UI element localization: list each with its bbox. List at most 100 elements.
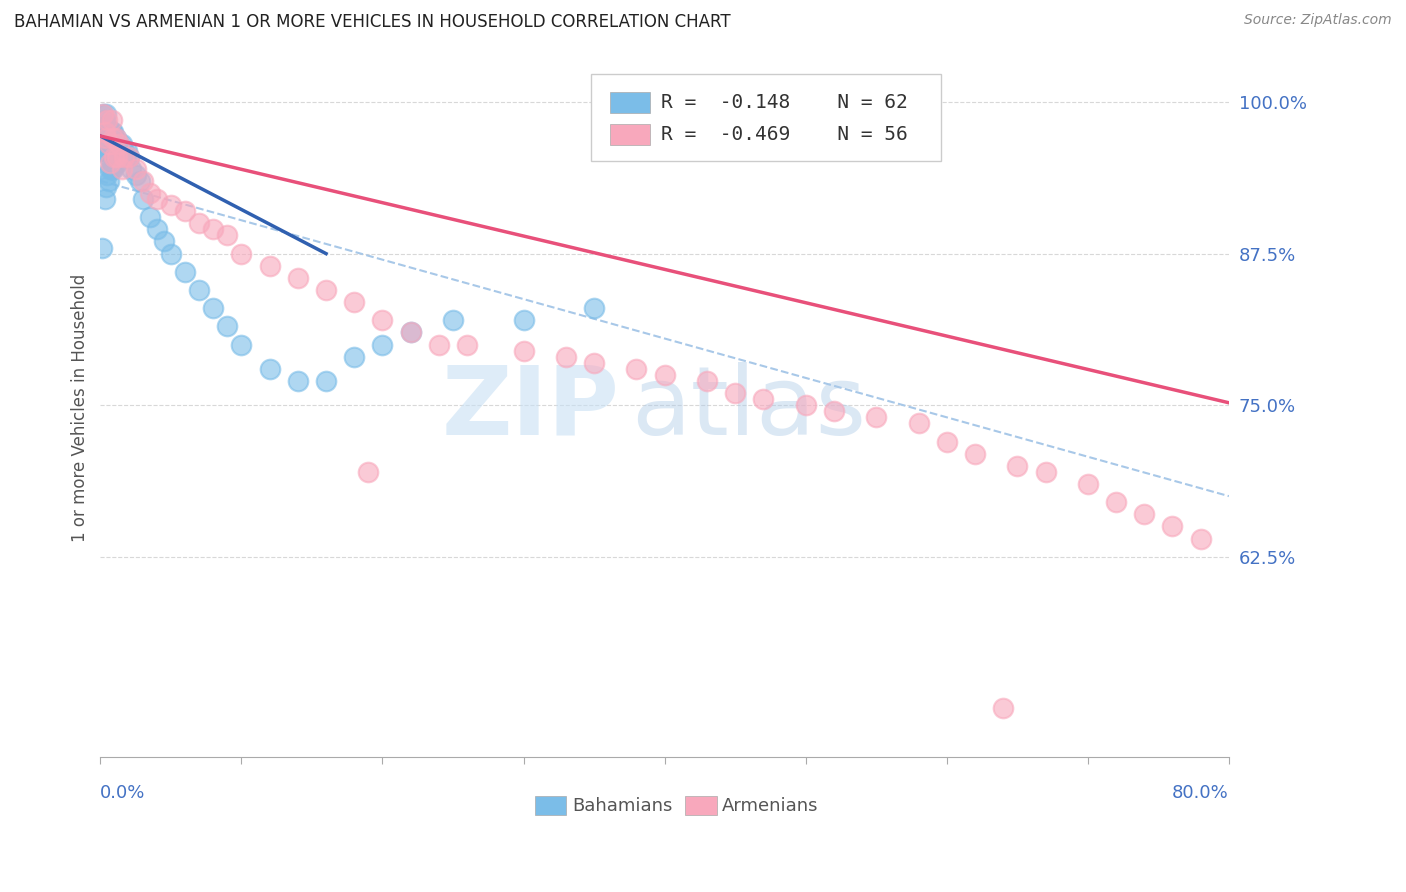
Point: [96, 137, 118, 152]
Point: [259, 259, 281, 273]
Text: ZIP: ZIP: [441, 362, 620, 455]
Point: [399, 326, 422, 340]
Point: [94, 137, 117, 152]
Point: [101, 125, 124, 139]
Point: [97, 137, 120, 152]
Point: [93, 144, 115, 158]
Point: [724, 386, 747, 401]
Point: [96, 168, 118, 182]
Bar: [534, 796, 567, 815]
Point: [138, 186, 160, 200]
Point: [105, 155, 128, 169]
Point: [108, 144, 131, 158]
Point: [231, 337, 253, 351]
Point: [823, 404, 845, 418]
Point: [117, 150, 139, 164]
Text: atlas: atlas: [631, 362, 866, 455]
Point: [94, 131, 117, 145]
Point: [124, 168, 146, 182]
Bar: [610, 125, 650, 145]
Point: [315, 283, 337, 297]
Text: BAHAMIAN VS ARMENIAN 1 OR MORE VEHICLES IN HOUSEHOLD CORRELATION CHART: BAHAMIAN VS ARMENIAN 1 OR MORE VEHICLES …: [14, 13, 731, 31]
Point: [993, 701, 1015, 715]
Point: [98, 161, 121, 176]
Point: [138, 211, 160, 225]
Point: [160, 198, 183, 212]
Point: [512, 313, 534, 327]
Point: [287, 374, 309, 388]
Point: [110, 150, 132, 164]
Point: [935, 434, 957, 449]
Point: [98, 144, 121, 158]
Point: [456, 337, 478, 351]
Point: [94, 107, 117, 121]
Point: [146, 222, 169, 236]
Point: [98, 125, 121, 139]
Point: [174, 265, 197, 279]
Point: [107, 137, 129, 152]
Point: [146, 192, 169, 206]
Point: [105, 150, 128, 164]
Point: [100, 144, 122, 158]
Point: [188, 216, 211, 230]
Point: [217, 319, 239, 334]
Point: [583, 301, 606, 316]
Bar: [610, 93, 650, 113]
Point: [441, 313, 464, 327]
Point: [100, 113, 122, 128]
Point: [315, 374, 337, 388]
Point: [174, 204, 197, 219]
Point: [117, 150, 139, 164]
Point: [1133, 508, 1156, 522]
Point: [104, 131, 127, 145]
Point: [512, 343, 534, 358]
Point: [101, 161, 124, 176]
Point: [103, 131, 125, 145]
Point: [1007, 458, 1029, 473]
Point: [696, 374, 718, 388]
Point: [93, 125, 115, 139]
Point: [1161, 519, 1184, 533]
Point: [100, 161, 122, 176]
Point: [97, 174, 120, 188]
Point: [287, 271, 309, 285]
Text: Bahamians: Bahamians: [572, 797, 672, 814]
Point: [131, 174, 153, 188]
Point: [93, 192, 115, 206]
Point: [91, 144, 114, 158]
Point: [103, 155, 125, 169]
Point: [110, 161, 132, 176]
Point: [371, 313, 394, 327]
Point: [112, 144, 135, 158]
Point: [865, 410, 887, 425]
Point: [111, 150, 134, 164]
Point: [259, 361, 281, 376]
Point: [654, 368, 676, 382]
Point: [107, 150, 129, 164]
Y-axis label: 1 or more Vehicles in Household: 1 or more Vehicles in Household: [72, 274, 89, 542]
Point: [357, 465, 380, 479]
Point: [343, 295, 366, 310]
Point: [626, 361, 648, 376]
Point: [94, 180, 117, 194]
Point: [554, 350, 576, 364]
Point: [91, 107, 114, 121]
Point: [100, 125, 122, 139]
Point: [97, 150, 120, 164]
Point: [794, 398, 817, 412]
Point: [115, 144, 138, 158]
Point: [153, 235, 176, 249]
Point: [124, 161, 146, 176]
Text: R =  -0.469    N = 56: R = -0.469 N = 56: [661, 125, 908, 144]
Text: Armenians: Armenians: [723, 797, 818, 814]
Point: [103, 150, 125, 164]
Point: [107, 137, 129, 152]
Point: [110, 137, 132, 152]
Point: [231, 246, 253, 260]
Point: [91, 107, 114, 121]
Point: [104, 150, 127, 164]
Point: [97, 125, 120, 139]
Point: [963, 447, 986, 461]
Point: [90, 241, 112, 255]
Point: [217, 228, 239, 243]
